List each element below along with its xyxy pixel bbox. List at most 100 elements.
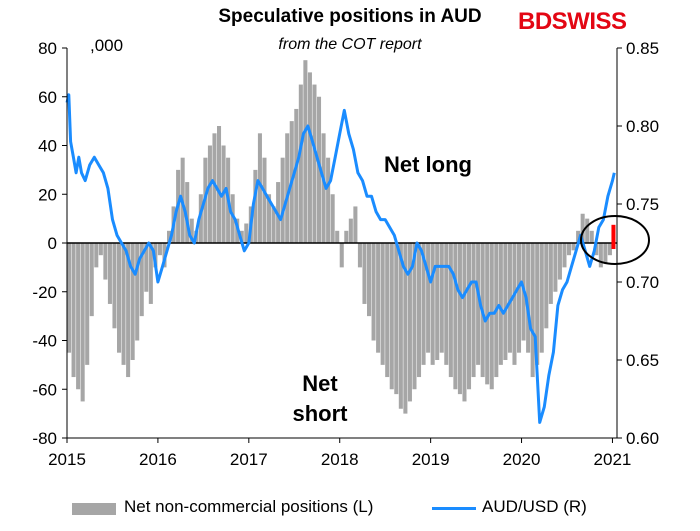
bar-12 [121,243,126,365]
bar-101 [526,243,531,353]
highlight-circle [580,215,650,265]
left-tick-label-2: 40 [38,137,57,156]
bar-63 [353,206,358,243]
bar-45 [271,206,276,243]
bar-71 [389,243,394,390]
bar-116 [594,243,599,256]
bar-117 [598,243,603,268]
bar-31 [207,145,212,243]
right-tick-label-4: 0.65 [626,351,659,370]
bdswiss-logo: BDSWISS [518,8,627,36]
bar-22 [167,230,172,243]
bar-48 [285,133,290,243]
bar-2 [76,243,81,390]
bar-82 [439,243,444,353]
bar-90 [476,243,481,365]
bar-92 [485,243,490,385]
bar-47 [280,157,285,243]
bar-66 [367,243,372,317]
latest-bar-highlight [611,224,616,249]
chart-subtitle: from the COT report [278,36,422,53]
bar-99 [517,243,522,353]
bar-109 [562,243,567,268]
legend-label-bars: Net non-commercial positions (L) [124,497,374,516]
bar-119 [607,243,612,256]
x-tick-label-4: 2019 [412,450,450,469]
bar-17 [144,243,149,292]
left-axis-units: ,000 [90,36,124,55]
bar-88 [467,243,472,390]
right-tick-label-3: 0.70 [626,273,659,292]
bar-83 [444,243,449,365]
legend-swatch-line [432,507,476,510]
bar-5 [89,243,94,317]
bar-104 [539,243,544,353]
bar-18 [148,243,153,304]
bar-107 [553,243,558,292]
bar-55 [317,96,322,243]
annotation-net-long: Net long [384,152,472,177]
left-tick-label-8: -80 [32,429,57,448]
bar-51 [298,84,303,243]
left-tick-label-5: -20 [32,283,57,302]
bar-4 [85,243,90,365]
left-tick-label-3: 20 [38,185,57,204]
bar-97 [507,243,512,353]
bar-13 [126,243,131,378]
right-tick-label-2: 0.75 [626,195,659,214]
right-tick-label-5: 0.60 [626,429,659,448]
bar-44 [267,194,272,243]
bar-96 [503,243,508,360]
right-tick-label-0: 0.85 [626,39,659,58]
bar-76 [412,243,417,390]
bar-98 [512,243,517,365]
left-tick-label-1: 60 [38,88,57,107]
bar-36 [230,194,235,243]
bar-70 [385,243,390,378]
bar-61 [344,230,349,243]
bar-32 [212,133,217,243]
bar-27 [189,218,194,243]
bar-20 [157,243,162,256]
logo-part2: SWISS [551,8,627,35]
bar-105 [544,243,549,329]
bar-14 [130,243,135,360]
bar-95 [498,243,503,365]
bar-73 [398,243,403,409]
bar-102 [530,243,535,378]
x-tick-label-2: 2017 [230,450,268,469]
x-tick-label-6: 2021 [594,450,632,469]
x-tick-label-3: 2018 [321,450,359,469]
bar-56 [321,133,326,243]
bar-7 [98,243,103,256]
bar-52 [303,60,308,243]
bar-54 [312,84,317,243]
bar-80 [430,243,435,365]
legend-swatch-bars [72,503,116,515]
annotation-net-short-line1: Net [302,371,338,396]
bar-69 [380,243,385,365]
legend: Net non-commercial positions (L) AUD/USD… [0,494,700,524]
bar-8 [103,243,108,280]
bar-62 [348,218,353,243]
bar-64 [357,243,362,268]
bar-93 [489,243,494,390]
bar-65 [362,243,367,304]
annotation-net-short-line2: short [292,401,348,426]
bar-67 [371,243,376,341]
legend-label-line: AUD/USD (R) [482,497,587,516]
axes: 80 60 40 20 0 -20 -40 -60 -80 0.85 0.80 0.75 0.70 0.6… [32,39,659,469]
bar-87 [462,243,467,402]
bar-79 [426,243,431,353]
bar-114 [585,218,590,243]
bar-10 [112,243,117,329]
bar-29 [198,194,203,243]
bar-84 [448,243,453,378]
bar-50 [294,108,299,243]
line-series-audusd [65,93,616,424]
left-tick-label-7: -60 [32,380,57,399]
bar-53 [307,72,312,243]
bar-39 [244,223,249,243]
chart-title: Speculative positions in AUD [218,6,482,27]
